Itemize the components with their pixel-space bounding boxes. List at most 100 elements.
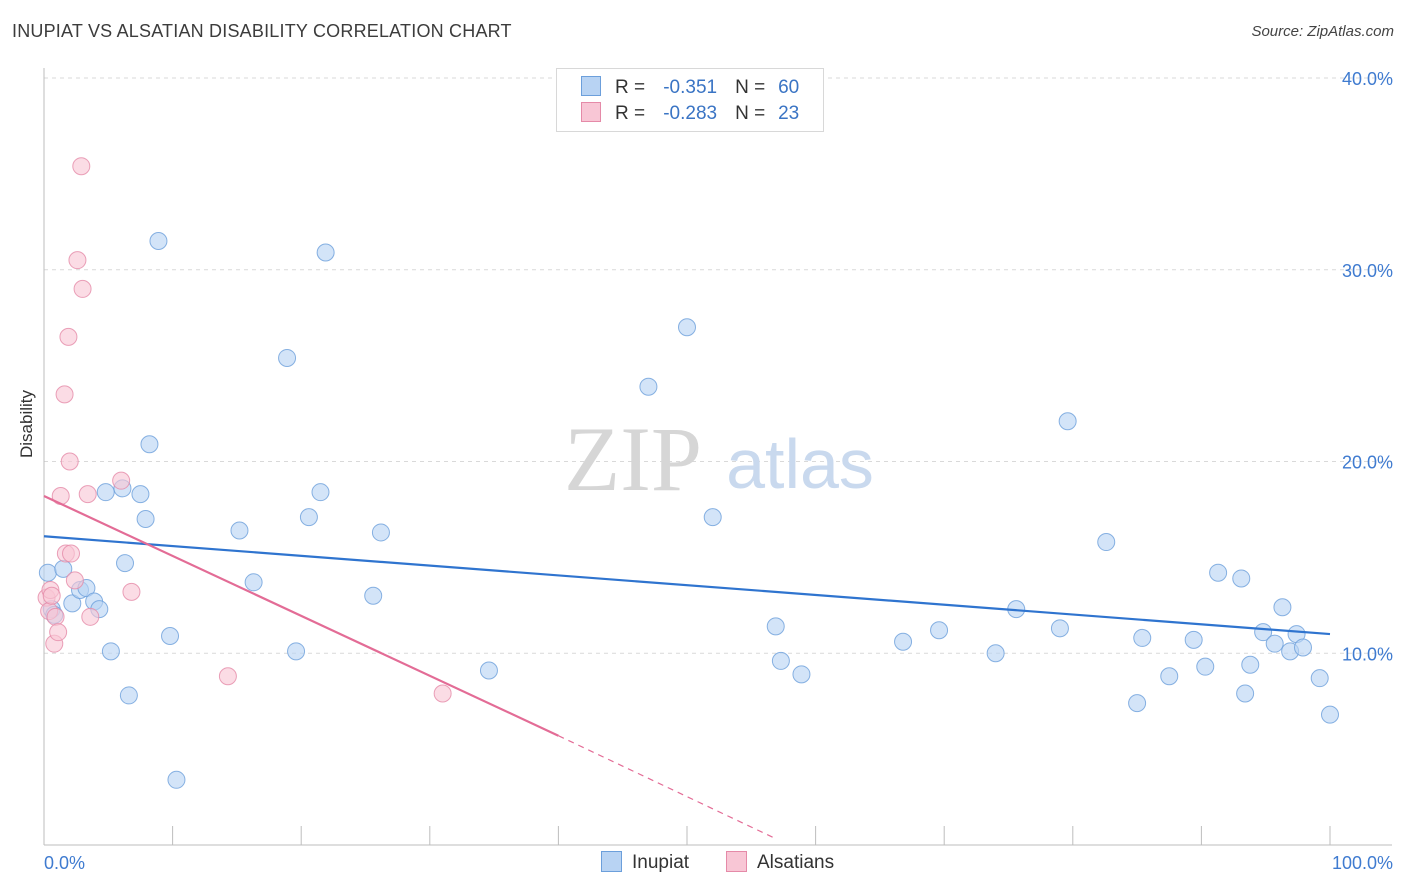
data-point-inupiat xyxy=(1133,628,1152,647)
data-point-inupiat xyxy=(287,642,306,661)
data-point-alsatians xyxy=(73,279,92,298)
data-point-inupiat xyxy=(167,770,186,789)
data-point-inupiat xyxy=(101,642,120,661)
data-point-inupiat xyxy=(311,483,330,502)
y-axis-label: Disability xyxy=(17,389,36,458)
data-point-inupiat xyxy=(639,377,658,396)
legend-swatch-alsatians xyxy=(581,102,601,122)
data-point-inupiat xyxy=(1310,669,1329,688)
y-tick-label: 30.0% xyxy=(1342,261,1393,281)
data-point-alsatians xyxy=(433,684,452,703)
data-point-inupiat xyxy=(63,594,82,613)
trend-line-alsatians xyxy=(43,495,559,737)
data-point-inupiat xyxy=(1236,684,1255,703)
legend-r-value: -0.283 xyxy=(663,103,718,124)
data-point-inupiat xyxy=(771,651,790,670)
data-point-inupiat xyxy=(1058,412,1077,431)
legend-r-label: R = xyxy=(615,103,646,124)
data-point-inupiat xyxy=(792,665,811,684)
y-tick-label: 10.0% xyxy=(1342,644,1393,664)
tick-labels: 10.0% 20.0% 30.0% 40.0% 0.0% 100.0% xyxy=(44,69,1393,873)
legend-swatch-alsatians xyxy=(726,851,747,872)
data-point-inupiat xyxy=(131,485,150,504)
data-point-inupiat xyxy=(371,523,390,542)
legend-swatch-inupiat xyxy=(581,76,601,96)
data-point-inupiat xyxy=(136,510,155,529)
legend-swatch-inupiat xyxy=(601,851,622,872)
data-point-inupiat xyxy=(678,318,696,337)
data-point-inupiat xyxy=(1196,657,1215,676)
data-point-inupiat xyxy=(1232,569,1251,588)
legend-row-inupiat: R = -0.351 N = 60 xyxy=(581,76,799,100)
legend-r-label: R = xyxy=(615,77,646,98)
trend-line-extension-alsatians xyxy=(558,735,778,840)
y-tick-label: 40.0% xyxy=(1342,69,1393,89)
trend-line-inupiat xyxy=(43,535,1331,636)
data-point-inupiat xyxy=(1128,694,1147,713)
y-tick-label: 20.0% xyxy=(1342,453,1393,473)
data-point-inupiat xyxy=(119,686,138,705)
legend-label-alsatians: Alsatians xyxy=(757,852,835,873)
watermark: ZIP atlas xyxy=(564,408,874,510)
data-point-inupiat xyxy=(299,508,318,527)
data-point-inupiat xyxy=(230,521,249,540)
legend-r-value: -0.351 xyxy=(663,77,718,98)
x-tick-label-max: 100.0% xyxy=(1332,853,1393,873)
data-point-inupiat xyxy=(116,554,135,573)
data-point-alsatians xyxy=(65,571,84,590)
data-point-inupiat xyxy=(894,632,913,651)
data-point-alsatians xyxy=(60,452,79,471)
data-point-inupiat xyxy=(1321,705,1339,724)
data-point-alsatians xyxy=(112,471,131,490)
bottom-legend-inupiat[interactable]: Inupiat xyxy=(601,851,689,874)
data-point-inupiat xyxy=(1241,655,1260,674)
data-point-alsatians xyxy=(81,607,100,626)
axes xyxy=(43,68,1392,846)
data-point-inupiat xyxy=(479,661,498,680)
legend-row-alsatians: R = -0.283 N = 23 xyxy=(581,102,799,126)
data-point-inupiat xyxy=(364,586,383,605)
trend-lines xyxy=(43,495,1331,840)
source-label: Source: ZipAtlas.com xyxy=(1251,23,1394,40)
data-point-alsatians xyxy=(122,582,141,601)
data-point-alsatians xyxy=(55,385,74,404)
data-point-inupiat xyxy=(161,626,180,645)
data-point-alsatians xyxy=(46,607,65,626)
data-point-alsatians xyxy=(78,485,97,504)
data-point-inupiat xyxy=(766,617,785,636)
data-point-inupiat xyxy=(140,435,159,454)
data-point-alsatians xyxy=(218,667,237,686)
data-point-inupiat xyxy=(1097,533,1116,552)
data-point-inupiat xyxy=(96,483,115,502)
bottom-legend-alsatians[interactable]: Alsatians xyxy=(726,851,834,874)
data-point-alsatians xyxy=(42,586,61,605)
grid-lines xyxy=(44,77,1392,654)
data-point-alsatians xyxy=(62,544,81,563)
data-point-alsatians xyxy=(49,623,68,642)
legend-n-value: 60 xyxy=(778,77,800,98)
data-point-inupiat xyxy=(1209,563,1228,582)
data-point-inupiat xyxy=(1273,598,1292,617)
data-point-alsatians xyxy=(68,251,87,270)
legend-n-label: N = xyxy=(735,77,766,98)
correlation-legend: R = -0.351 N = 60 R = -0.283 N = 23 xyxy=(556,68,824,132)
data-point-alsatians xyxy=(59,327,78,346)
legend-n-value: 23 xyxy=(778,103,800,124)
legend-label-inupiat: Inupiat xyxy=(632,852,690,873)
data-point-inupiat xyxy=(930,621,949,640)
data-point-inupiat xyxy=(316,243,335,262)
data-point-inupiat xyxy=(1160,667,1179,686)
chart-title: INUPIAT VS ALSATIAN DISABILITY CORRELATI… xyxy=(12,21,512,41)
data-point-inupiat xyxy=(244,573,263,592)
data-point-inupiat xyxy=(38,563,57,582)
watermark-atlas: atlas xyxy=(726,425,874,503)
data-point-inupiat xyxy=(1265,634,1284,653)
data-point-inupiat xyxy=(1293,638,1312,657)
data-point-inupiat xyxy=(278,348,297,367)
data-point-inupiat xyxy=(986,644,1005,663)
data-point-inupiat xyxy=(1050,619,1069,638)
legend-n-label: N = xyxy=(735,103,766,124)
watermark-zip: ZIP xyxy=(564,408,702,510)
data-point-inupiat xyxy=(1184,630,1203,649)
